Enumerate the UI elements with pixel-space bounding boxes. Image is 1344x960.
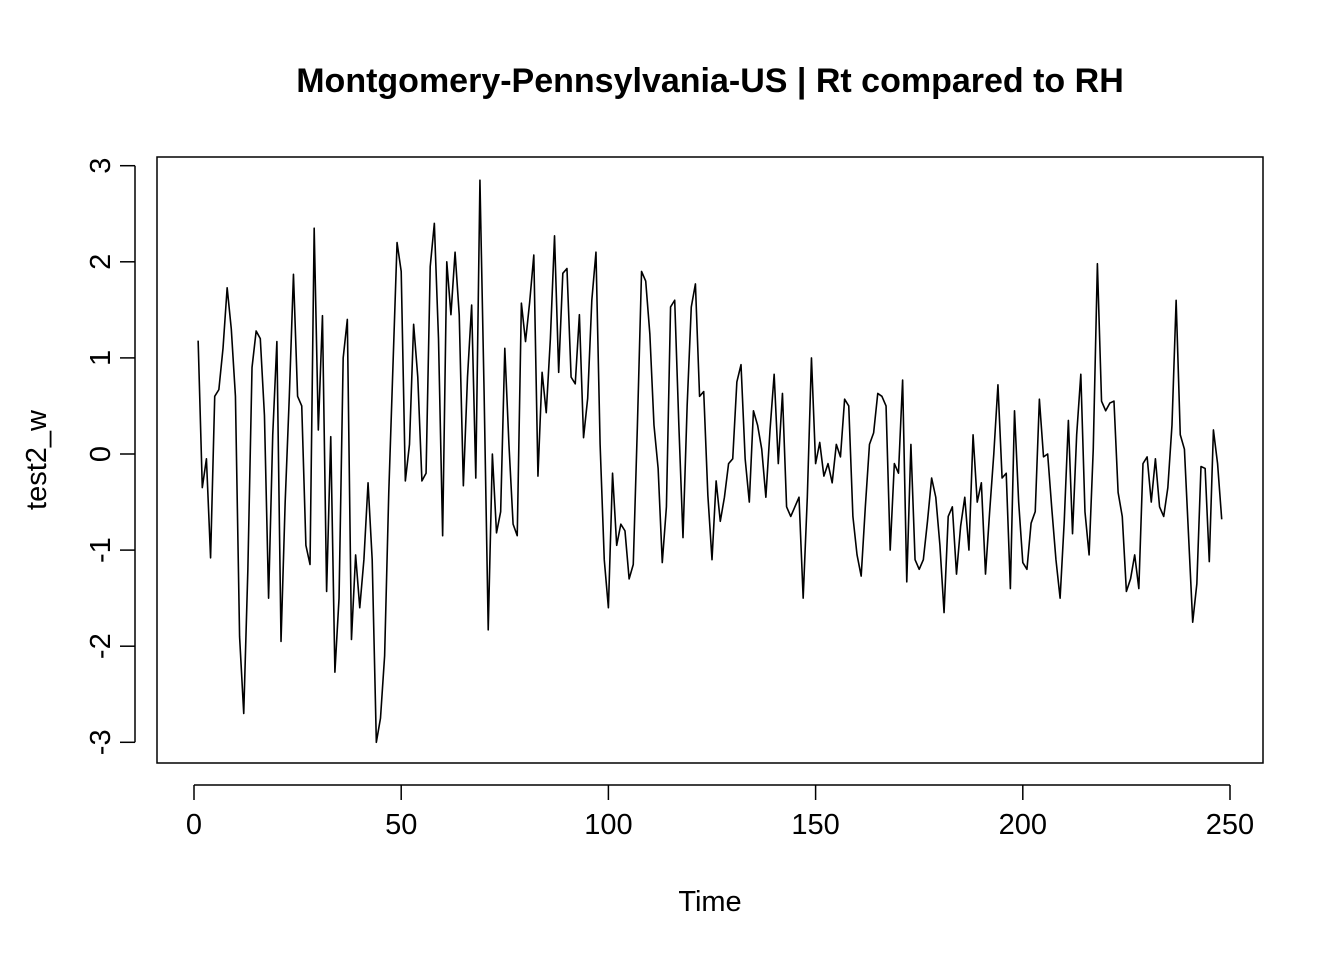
y-tick-label: 1 bbox=[85, 350, 117, 366]
x-axis: 0 50 100 150 200 250 bbox=[186, 784, 1254, 841]
x-tick-label: 150 bbox=[791, 809, 839, 841]
plot-frame bbox=[156, 156, 1264, 764]
x-tick-label: 250 bbox=[1206, 809, 1254, 841]
series-line bbox=[197, 179, 1223, 744]
y-tick-label: -1 bbox=[85, 537, 117, 563]
x-tick-label: 100 bbox=[584, 809, 632, 841]
y-tick-label: 3 bbox=[85, 158, 117, 174]
x-axis-label: Time bbox=[678, 886, 741, 918]
y-axis-label: test2_w bbox=[21, 409, 53, 510]
chart-title: Montgomery-Pennsylvania-US | Rt compared… bbox=[296, 62, 1124, 100]
y-tick-label: 2 bbox=[85, 254, 117, 270]
y-tick-label: -2 bbox=[85, 633, 117, 659]
x-tick-label: 200 bbox=[999, 809, 1047, 841]
y-tick-label: -3 bbox=[85, 729, 117, 755]
y-axis: -3 -2 -1 0 1 2 3 bbox=[85, 158, 136, 755]
x-tick-label: 0 bbox=[186, 809, 202, 841]
x-tick-label: 50 bbox=[385, 809, 417, 841]
y-tick-label: 0 bbox=[85, 446, 117, 462]
